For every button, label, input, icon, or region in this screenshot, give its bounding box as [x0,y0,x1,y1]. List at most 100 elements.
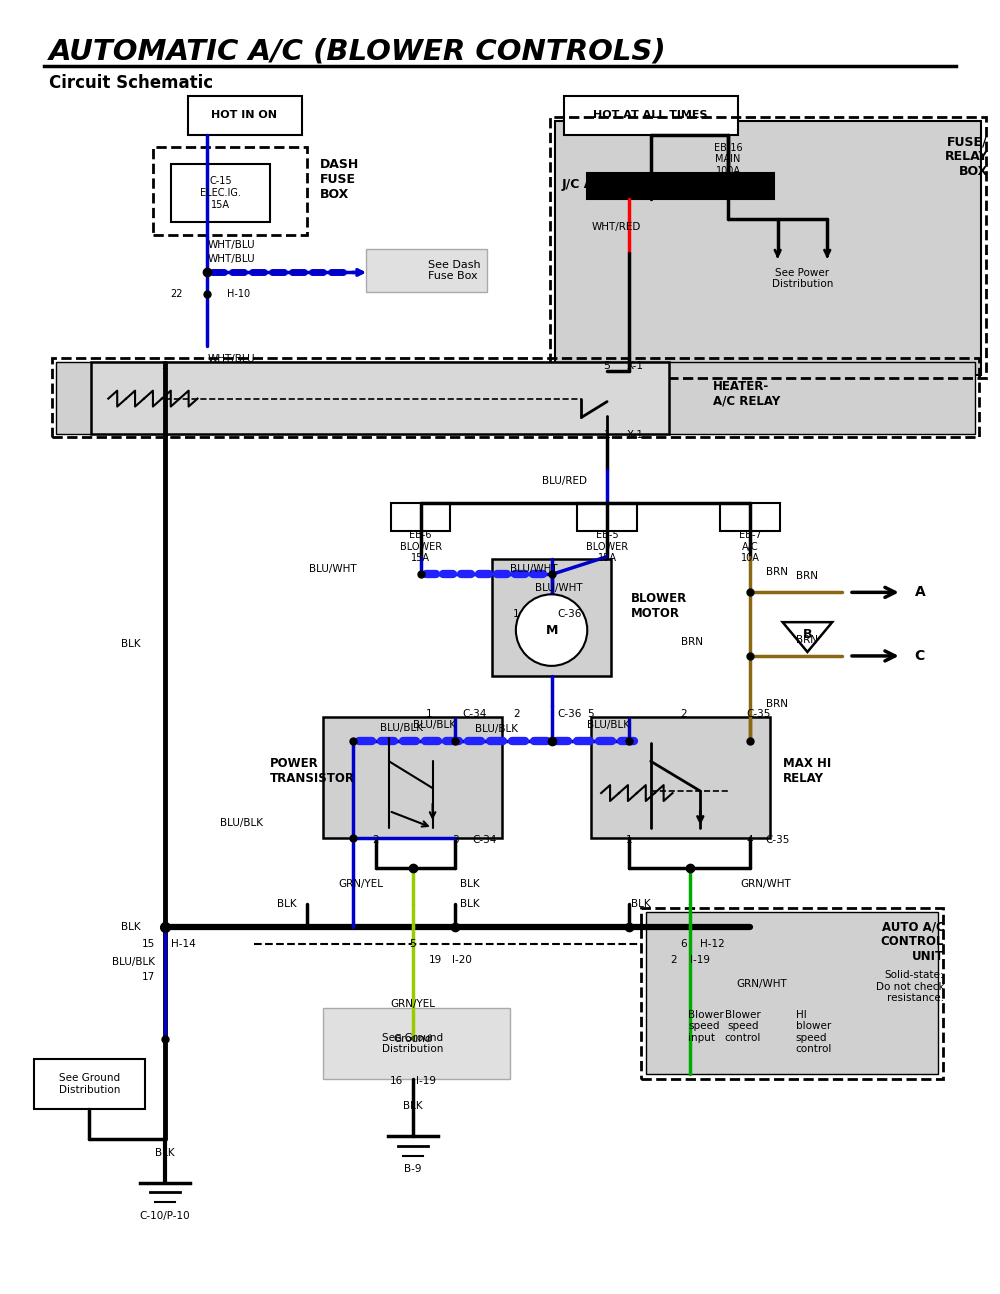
Bar [188,96,302,136]
Text: See Dash
Fuse Box: See Dash Fuse Box [428,260,480,281]
Bar [34,1060,145,1109]
Bar [587,173,774,199]
Text: 15: 15 [142,939,155,949]
Text: C-36: C-36 [558,609,582,620]
Text: BRN: BRN [766,568,788,577]
Text: Circuit Schematic: Circuit Schematic [49,74,213,92]
Text: X-1: X-1 [627,431,644,440]
Text: C-34: C-34 [462,709,487,718]
Text: 17: 17 [142,972,155,982]
Text: BLK: BLK [277,899,297,910]
Text: BLK: BLK [121,639,141,650]
Text: 19: 19 [429,955,442,965]
Text: C-10/P-10: C-10/P-10 [140,1211,190,1222]
Text: C-34: C-34 [472,835,497,845]
Text: GRN/WHT: GRN/WHT [736,978,787,989]
Text: H-14: H-14 [171,939,196,949]
Text: HI
blower
speed
control: HI blower speed control [796,1009,832,1055]
Text: BLK: BLK [460,880,480,889]
Bar [564,96,738,136]
Circle shape [516,594,587,666]
Text: BLU/BLK: BLU/BLK [112,958,155,967]
Text: 2: 2 [513,709,520,718]
Text: I-19: I-19 [690,955,710,965]
Text: Ground: Ground [393,1034,432,1044]
Text: 4: 4 [747,835,753,845]
Text: BLU/BLK: BLU/BLK [587,721,630,731]
Text: C-35: C-35 [766,835,790,845]
Bar [720,503,780,531]
Text: EB-7
A/C
10A: EB-7 A/C 10A [739,531,761,563]
Text: BLK: BLK [403,1101,423,1112]
Text: BLU/WHT: BLU/WHT [309,563,356,573]
Text: Blower
speed
control: Blower speed control [725,1009,761,1043]
Text: EB-6
BLOWER
15A: EB-6 BLOWER 15A [400,531,442,563]
Text: H-10: H-10 [227,290,250,299]
Bar [91,362,669,435]
Polygon shape [783,622,832,652]
Text: J/C A: J/C A [561,179,594,192]
Text: 1: 1 [604,431,611,440]
Text: BLU/WHT: BLU/WHT [535,584,582,594]
Bar [323,1008,510,1079]
Text: BLU/BLK: BLU/BLK [475,725,518,735]
Text: AUTOMATIC A/C (BLOWER CONTROLS): AUTOMATIC A/C (BLOWER CONTROLS) [49,38,666,66]
Text: 4: 4 [161,431,168,440]
Text: BRN: BRN [796,572,818,581]
Text: 1: 1 [426,709,433,718]
Text: 2: 2 [161,361,168,371]
Text: A: A [915,585,925,599]
Text: See Ground
Distribution: See Ground Distribution [59,1073,120,1095]
Bar [153,148,307,234]
Text: 1: 1 [513,609,520,620]
Text: C: C [915,650,925,663]
Text: See Power
Distribution: See Power Distribution [772,268,833,289]
Text: 22: 22 [170,290,183,299]
Text: BRN: BRN [766,699,788,709]
Text: 5: 5 [409,939,416,949]
Text: HOT IN ON: HOT IN ON [211,110,277,120]
Text: FUSE/
RELAY
BOX: FUSE/ RELAY BOX [944,136,988,179]
Text: HOT AT ALL TIMES: HOT AT ALL TIMES [593,110,708,120]
Bar [323,717,502,837]
Text: EB-16
MAIN
100A: EB-16 MAIN 100A [714,142,742,176]
Text: 6: 6 [680,939,686,949]
Text: I-19: I-19 [416,1077,436,1086]
Bar [171,164,270,221]
Text: See Ground
Distribution: See Ground Distribution [382,1033,443,1055]
Text: H-12: H-12 [700,939,725,949]
Text: 5: 5 [588,709,594,718]
Bar [492,559,611,675]
Text: 2: 2 [670,955,677,965]
Text: POWER
TRANSISTOR: POWER TRANSISTOR [270,757,355,785]
Text: BLU/BLK: BLU/BLK [220,818,263,828]
Bar [366,248,487,292]
Bar [56,362,975,435]
Text: C-35: C-35 [746,709,770,718]
Text: HEATER-
A/C RELAY: HEATER- A/C RELAY [713,379,780,408]
Text: BLU/BLK: BLU/BLK [413,721,456,731]
Text: 2: 2 [373,835,379,845]
Bar [555,122,981,375]
Text: BLU/RED: BLU/RED [542,476,587,487]
Text: M: M [545,624,558,637]
Text: BRN: BRN [796,635,818,644]
Text: 16: 16 [390,1077,403,1086]
Text: 1: 1 [626,835,632,845]
Text: WHT/RED: WHT/RED [591,221,641,232]
Text: BLK: BLK [460,899,480,910]
Text: BRN: BRN [681,637,703,647]
Text: 2: 2 [680,709,686,718]
Bar [391,503,450,531]
Text: BLU/WHT: BLU/WHT [510,563,558,573]
Text: BLK: BLK [121,923,141,932]
Bar [550,118,986,378]
Text: WHT/BLU: WHT/BLU [207,239,255,250]
Text: BLK: BLK [155,1148,175,1158]
Text: BLU/BLK: BLU/BLK [380,723,423,734]
Text: GRN/YEL: GRN/YEL [338,880,383,889]
Text: GRN/YEL: GRN/YEL [390,999,435,1009]
Text: BLOWER
MOTOR: BLOWER MOTOR [631,593,687,620]
Bar [52,358,979,437]
Text: WHT/BLU: WHT/BLU [207,353,255,364]
